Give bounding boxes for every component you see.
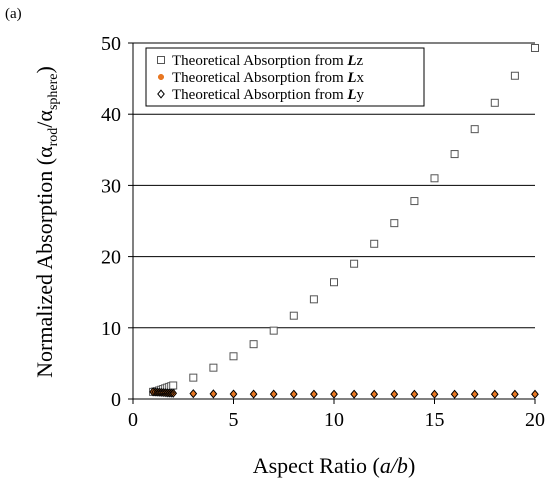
- tick-labels: 0 5 10 15 20 0 10 20 30 40 50: [101, 33, 545, 431]
- legend-marker-circle: [157, 73, 165, 81]
- x-axis-title: Aspect Ratio (a/b): [253, 453, 416, 478]
- data-point-square: [309, 295, 318, 304]
- data-point-diamond: [350, 389, 358, 399]
- data-point-square: [229, 352, 238, 361]
- data-point-diamond: [169, 388, 178, 398]
- legend-label: Theoretical Absorption from Lx: [172, 70, 365, 86]
- data-point-diamond: [249, 389, 258, 399]
- data-point-diamond: [430, 389, 439, 399]
- data-point-square: [289, 311, 298, 320]
- y-tick-label: 30: [101, 175, 121, 197]
- data-points: [149, 43, 539, 399]
- data-point-diamond: [289, 389, 298, 399]
- y-tick-label: 20: [101, 247, 121, 269]
- data-point-square: [490, 98, 499, 107]
- x-tick-label: 10: [324, 409, 344, 431]
- data-point-diamond: [410, 389, 419, 399]
- y-tick-label: 10: [101, 318, 121, 340]
- data-point-square: [350, 259, 359, 268]
- legend-label: Theoretical Absorption from Lz: [172, 53, 364, 69]
- data-point-diamond: [370, 389, 379, 399]
- y-tick-label: 40: [101, 104, 121, 126]
- data-point-square: [430, 174, 439, 183]
- data-point-square: [450, 150, 459, 159]
- data-point-diamond: [511, 389, 519, 399]
- data-point-square: [410, 197, 419, 206]
- data-point-square: [390, 219, 399, 228]
- data-point-diamond: [531, 389, 539, 399]
- data-point-diamond: [209, 389, 218, 399]
- data-point-diamond: [269, 389, 278, 399]
- legend-marker-diamond: [157, 89, 165, 99]
- data-point-square: [510, 71, 519, 80]
- data-point-diamond: [470, 389, 479, 399]
- y-tick-label: 50: [101, 33, 121, 55]
- data-point-diamond: [229, 389, 238, 399]
- data-point-square: [370, 239, 379, 248]
- data-point-square: [470, 125, 479, 134]
- data-point-diamond: [167, 388, 176, 398]
- data-point-square: [209, 363, 218, 372]
- data-point-square: [269, 326, 278, 335]
- legend: Theoretical Absorption from LzTheoretica…: [145, 47, 425, 107]
- y-axis-title: Normalized Absorption (αrod/αsphere): [32, 66, 61, 378]
- data-point-square: [330, 278, 338, 287]
- legend-marker-square: [157, 56, 165, 64]
- data-point-diamond: [490, 389, 499, 399]
- data-point-diamond: [310, 389, 318, 399]
- data-point-diamond: [330, 389, 338, 399]
- x-tick-label: 20: [525, 409, 545, 431]
- data-point-square: [189, 373, 198, 382]
- axes: [128, 42, 536, 404]
- data-point-square: [249, 340, 258, 349]
- x-tick-label: 5: [229, 409, 239, 431]
- data-point-diamond: [390, 389, 399, 399]
- x-tick-label: 15: [425, 409, 445, 431]
- panel-label: (a): [5, 6, 22, 22]
- legend-label: Theoretical Absorption from Ly: [172, 87, 365, 103]
- data-point-diamond: [450, 389, 459, 399]
- data-point-square: [169, 381, 178, 390]
- y-tick-label: 0: [111, 389, 121, 411]
- data-point-square: [531, 43, 539, 52]
- grid-lines: [133, 42, 535, 329]
- legend-box: [145, 47, 425, 107]
- x-tick-label: 0: [128, 409, 138, 431]
- data-point-diamond: [189, 389, 198, 399]
